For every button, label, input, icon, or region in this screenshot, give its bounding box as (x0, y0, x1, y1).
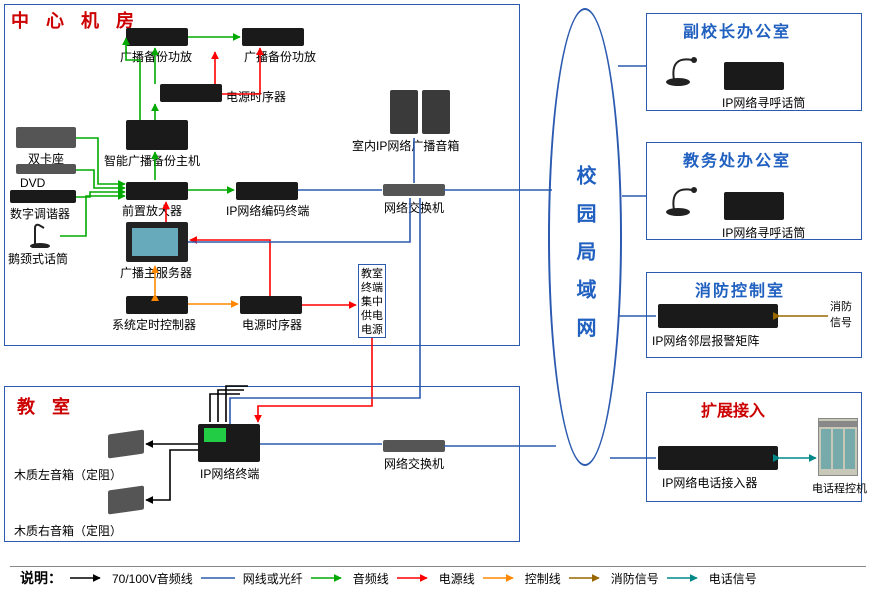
legend-label-3: 电源线 (439, 570, 475, 587)
legend-label-0: 70/100V音频线 (112, 570, 193, 587)
power-seq2-label: 电源时序器 (242, 316, 302, 333)
encoder-device (236, 182, 298, 200)
legend-bar: 说明： 70/100V音频线 网线或光纤 音频线 电源线 控制线 消防信号 电话… (20, 568, 866, 588)
legend-swatch-5 (567, 573, 605, 583)
legend-label-6: 电话信号 (709, 570, 757, 587)
legend-label-2: 音频线 (353, 570, 389, 587)
server-room-title: 中 心 机 房 (11, 7, 140, 33)
backup-amp1-label: 广播备份功放 (120, 48, 192, 65)
alarm-matrix-label: IP网络邻层报警矩阵 (652, 332, 759, 349)
backup-amp2-label: 广播备份功放 (244, 48, 316, 65)
legend-swatch-3 (395, 573, 433, 583)
backup-host-device (126, 120, 188, 150)
pager2-icon (666, 176, 718, 223)
power-seq1-device (160, 84, 222, 102)
legend-swatch-4 (481, 573, 519, 583)
ip-terminal-device (198, 424, 260, 462)
dual-deck-device (16, 127, 76, 148)
power-seq1-label: 电源时序器 (226, 88, 286, 105)
classroom-title: 教 室 (17, 393, 76, 419)
wood-speaker-right-label: 木质右音箱（定阻） (14, 522, 122, 539)
dvd-device (16, 164, 76, 174)
goose-mic-icon (30, 222, 62, 253)
switch1-label: 网络交换机 (384, 199, 444, 216)
legend-label-4: 控制线 (525, 570, 561, 587)
legend-swatch-2 (309, 573, 347, 583)
pbx-label: 电话程控机 (812, 480, 867, 496)
ip-phone-label: IP网络电话接入器 (662, 474, 757, 491)
legend-divider (10, 566, 866, 567)
legend-swatch-6 (665, 573, 703, 583)
ip-terminal-label: IP网络终端 (200, 465, 259, 482)
pager1-label: IP网络寻呼话筒 (722, 94, 805, 111)
switch1-device (383, 184, 445, 196)
backup-amp2-device (242, 28, 304, 46)
tuner-device (10, 190, 76, 203)
tuner-label: 数字调谐器 (10, 205, 70, 222)
legend-swatch-0 (68, 573, 106, 583)
classroom-power-box: 教室终端集中供电电源 (358, 264, 386, 338)
wood-speaker-left-label: 木质左音箱（定阻） (14, 466, 122, 483)
dvd-label: DVD (20, 176, 45, 190)
academic-title: 教务处办公室 (683, 147, 791, 171)
ip-speaker-right (422, 90, 450, 134)
fire-signal-label: 消防信号 (830, 298, 856, 330)
pager1-base (724, 62, 784, 90)
classroom-power-label: 教室终端集中供电电源 (361, 268, 383, 336)
legend-title: 说明： (20, 568, 62, 588)
legend-label-1: 网线或光纤 (243, 570, 303, 587)
ext-title: 扩展接入 (701, 397, 765, 421)
switch2-device (383, 440, 445, 452)
main-server-device (126, 222, 188, 262)
backup-host-label: 智能广播备份主机 (104, 152, 200, 169)
timer-ctrl-device (126, 296, 188, 314)
ip-speaker-label: 室内IP网络广播音箱 (352, 137, 459, 154)
lan-title: 校园局域网 (570, 110, 599, 410)
timer-ctrl-label: 系统定时控制器 (112, 316, 196, 333)
vice-principal-title: 副校长办公室 (683, 18, 791, 42)
switch2-label: 网络交换机 (384, 455, 444, 472)
power-seq2-device (240, 296, 302, 314)
ip-speaker-left (390, 90, 418, 134)
legend-swatch-1 (199, 573, 237, 583)
pbx-device (818, 418, 858, 476)
wood-speaker-right-device (108, 485, 144, 514)
main-server-label: 广播主服务器 (120, 264, 192, 281)
encoder-label: IP网络编码终端 (226, 202, 309, 219)
pager2-label: IP网络寻呼话筒 (722, 224, 805, 241)
fire-title: 消防控制室 (695, 277, 785, 301)
legend-label-5: 消防信号 (611, 570, 659, 587)
pager1-icon (666, 46, 718, 93)
backup-amp1-device (126, 28, 188, 46)
ip-phone-device (658, 446, 778, 470)
preamp-label: 前置放大器 (122, 202, 182, 219)
pager2-base (724, 192, 784, 220)
goose-mic-label: 鹅颈式话筒 (8, 250, 68, 267)
wood-speaker-left-device (108, 429, 144, 458)
alarm-matrix-device (658, 304, 778, 328)
preamp-device (126, 182, 188, 200)
